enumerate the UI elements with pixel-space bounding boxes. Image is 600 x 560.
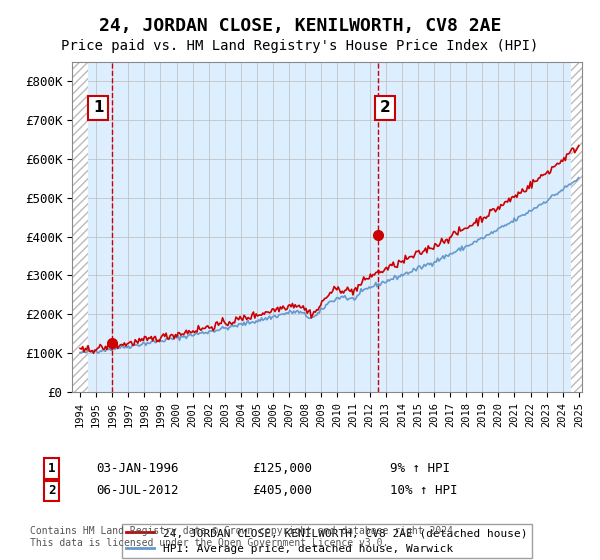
Text: 9% ↑ HPI: 9% ↑ HPI bbox=[390, 462, 450, 475]
Text: 2: 2 bbox=[379, 100, 390, 115]
Text: 24, JORDAN CLOSE, KENILWORTH, CV8 2AE: 24, JORDAN CLOSE, KENILWORTH, CV8 2AE bbox=[99, 17, 501, 35]
Legend: 24, JORDAN CLOSE, KENILWORTH, CV8 2AE (detached house), HPI: Average price, deta: 24, JORDAN CLOSE, KENILWORTH, CV8 2AE (d… bbox=[122, 524, 532, 558]
Bar bbox=[571, 62, 582, 392]
Text: 10% ↑ HPI: 10% ↑ HPI bbox=[390, 484, 458, 497]
Text: 1: 1 bbox=[93, 100, 103, 115]
Bar bbox=[72, 62, 88, 392]
Text: Contains HM Land Registry data © Crown copyright and database right 2024.
This d: Contains HM Land Registry data © Crown c… bbox=[30, 526, 459, 548]
Text: Price paid vs. HM Land Registry's House Price Index (HPI): Price paid vs. HM Land Registry's House … bbox=[61, 39, 539, 53]
Text: 06-JUL-2012: 06-JUL-2012 bbox=[96, 484, 179, 497]
Text: 2: 2 bbox=[48, 484, 56, 497]
Text: £125,000: £125,000 bbox=[252, 462, 312, 475]
Text: 1: 1 bbox=[48, 462, 56, 475]
Text: £405,000: £405,000 bbox=[252, 484, 312, 497]
Text: 03-JAN-1996: 03-JAN-1996 bbox=[96, 462, 179, 475]
